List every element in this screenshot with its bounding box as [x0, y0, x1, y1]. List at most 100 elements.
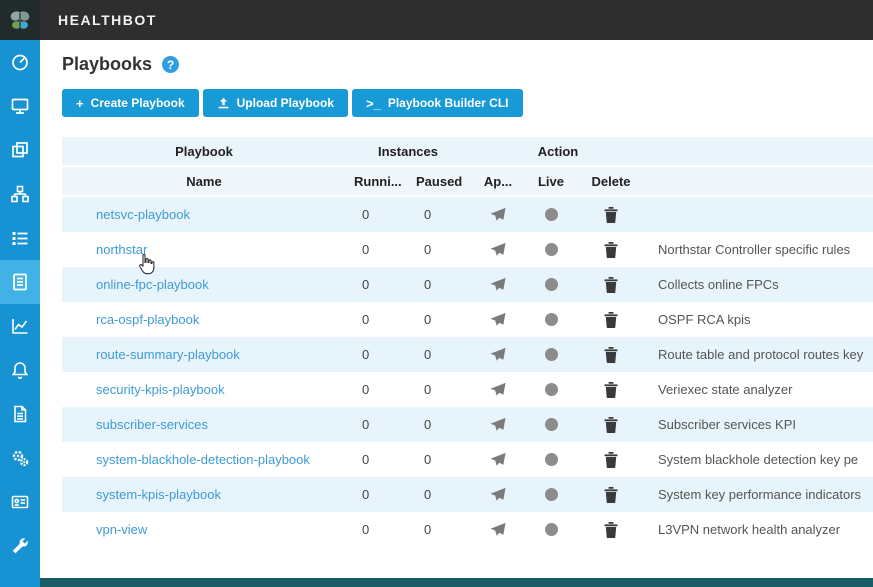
playbook-name-link[interactable]: route-summary-playbook: [96, 347, 240, 362]
paused-count: 0: [424, 382, 432, 397]
running-count: 0: [362, 277, 370, 292]
column-header-paused[interactable]: Paused: [416, 173, 463, 189]
delete-playbook-button[interactable]: [576, 416, 646, 433]
column-header-name[interactable]: Name: [186, 173, 222, 189]
healthbot-logo-icon: [10, 11, 30, 29]
delete-playbook-button[interactable]: [576, 241, 646, 258]
playbooks-table: Playbook Instances Action Name Runni... …: [62, 137, 873, 547]
playbook-name-link[interactable]: security-kpis-playbook: [96, 382, 225, 397]
delete-playbook-button[interactable]: [576, 451, 646, 468]
trash-icon: [604, 276, 618, 293]
sidebar-item-dashboard[interactable]: [0, 40, 40, 84]
playbook-name-link[interactable]: system-blackhole-detection-playbook: [96, 452, 310, 467]
paper-plane-icon: [490, 487, 506, 501]
live-indicator: [526, 488, 576, 501]
paused-count: 0: [424, 277, 432, 292]
playbook-builder-cli-button[interactable]: >_ Playbook Builder CLI: [352, 89, 523, 117]
paper-plane-icon: [490, 207, 506, 221]
delete-playbook-button[interactable]: [576, 486, 646, 503]
sidebar-item-reports[interactable]: [0, 392, 40, 436]
playbook-description: System blackhole detection key pe: [658, 452, 859, 467]
paused-count: 0: [424, 452, 432, 467]
apply-playbook-button[interactable]: [470, 452, 526, 467]
trash-icon: [604, 381, 618, 398]
upload-playbook-button[interactable]: Upload Playbook: [202, 89, 348, 117]
column-header-delete[interactable]: Delete: [591, 173, 631, 189]
playbook-description: Northstar Controller specific rules: [658, 242, 851, 257]
rules-list-icon: [12, 232, 28, 245]
charts-icon: [12, 319, 28, 334]
delete-playbook-button[interactable]: [576, 381, 646, 398]
upload-playbook-label: Upload Playbook: [236, 96, 334, 110]
playbook-name-link[interactable]: netsvc-playbook: [96, 207, 190, 222]
apply-playbook-button[interactable]: [470, 312, 526, 327]
playbook-builder-cli-label: Playbook Builder CLI: [387, 96, 509, 110]
apply-playbook-button[interactable]: [470, 382, 526, 397]
top-bar: HEALTHBOT: [0, 0, 873, 40]
apply-playbook-button[interactable]: [470, 207, 526, 222]
sidebar-item-debug[interactable]: [0, 524, 40, 568]
device-group-icon: [12, 142, 28, 158]
apply-playbook-button[interactable]: [470, 242, 526, 257]
table-body: netsvc-playbook 0 0 northstar 0 0: [62, 197, 873, 547]
column-header-running[interactable]: Runni...: [354, 173, 402, 189]
dashboard-gauge-icon: [12, 54, 28, 71]
sidebar-item-devices[interactable]: [0, 84, 40, 128]
table-group-header-row: Playbook Instances Action: [62, 137, 873, 167]
terminal-icon: >_: [366, 95, 381, 111]
sidebar-item-network[interactable]: [0, 172, 40, 216]
playbook-description: Route table and protocol routes key: [658, 347, 864, 362]
playbooks-book-icon: [13, 273, 27, 291]
live-indicator: [526, 313, 576, 326]
sidebar-item-settings[interactable]: [0, 436, 40, 480]
playbook-name-link[interactable]: subscriber-services: [96, 417, 208, 432]
playbook-name-cell: subscriber-services: [62, 417, 346, 432]
playbook-name-link[interactable]: system-kpis-playbook: [96, 487, 221, 502]
playbook-name-link[interactable]: northstar: [96, 242, 148, 257]
sidebar-item-rules[interactable]: [0, 216, 40, 260]
help-icon[interactable]: ?: [162, 56, 180, 73]
delete-playbook-button[interactable]: [576, 521, 646, 538]
sidebar-item-administration[interactable]: [0, 480, 40, 524]
paper-plane-icon: [490, 277, 506, 291]
apply-playbook-button[interactable]: [470, 277, 526, 292]
live-dot-icon: [544, 243, 558, 256]
trash-icon: [604, 451, 618, 468]
paused-count: 0: [424, 207, 432, 222]
paper-plane-icon: [490, 312, 506, 326]
playbook-name-link[interactable]: rca-ospf-playbook: [96, 312, 200, 327]
playbook-description: OSPF RCA kpis: [658, 312, 751, 327]
plus-icon: +: [76, 95, 84, 111]
delete-playbook-button[interactable]: [576, 206, 646, 223]
apply-playbook-button[interactable]: [470, 417, 526, 432]
running-count: 0: [362, 452, 370, 467]
playbook-name-cell: online-fpc-playbook: [62, 277, 346, 292]
devices-monitor-icon: [11, 98, 29, 114]
page-header: Playbooks ?: [62, 54, 873, 75]
healthbot-logo: [0, 0, 40, 40]
sidebar-item-notifications[interactable]: [0, 348, 40, 392]
apply-playbook-button[interactable]: [470, 347, 526, 362]
live-indicator: [526, 208, 576, 221]
column-header-apply[interactable]: Ap...: [483, 173, 513, 189]
create-playbook-button[interactable]: + Create Playbook: [62, 89, 199, 117]
sidebar-item-playbooks[interactable]: [0, 260, 40, 304]
live-dot-icon: [544, 278, 558, 291]
playbook-name-link[interactable]: online-fpc-playbook: [96, 277, 209, 292]
main-content: Playbooks ? + Create Playbook Upload Pla…: [40, 40, 873, 578]
paper-plane-icon: [490, 417, 506, 431]
delete-playbook-button[interactable]: [576, 311, 646, 328]
delete-playbook-button[interactable]: [576, 346, 646, 363]
paper-plane-icon: [490, 522, 506, 536]
upload-icon: [218, 97, 229, 108]
playbook-name-link[interactable]: vpn-view: [96, 522, 148, 537]
apply-playbook-button[interactable]: [470, 487, 526, 502]
apply-playbook-button[interactable]: [470, 522, 526, 537]
sidebar-item-device-group[interactable]: [0, 128, 40, 172]
column-header-live[interactable]: Live: [537, 173, 564, 189]
paper-plane-icon: [490, 452, 506, 466]
delete-playbook-button[interactable]: [576, 276, 646, 293]
sidebar-item-charts[interactable]: [0, 304, 40, 348]
running-count: 0: [362, 347, 370, 362]
running-count: 0: [362, 242, 370, 257]
